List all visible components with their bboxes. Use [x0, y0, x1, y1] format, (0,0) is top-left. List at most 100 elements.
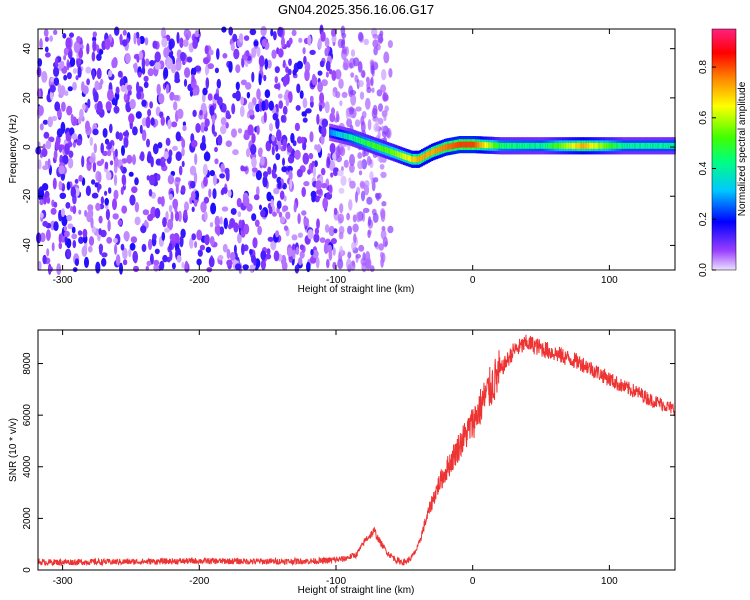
spectrogram-cell: [38, 190, 45, 202]
spectrogram-cell: [41, 71, 48, 83]
spectrogram-cell: [169, 250, 173, 261]
spectrogram-cell: [214, 215, 220, 227]
spectrogram-cell: [249, 28, 257, 36]
spectrogram-cell: [241, 243, 245, 256]
ridge-cell: [645, 142, 648, 149]
snr-y-ticks: 0 2000 4000 6000 8000: [22, 352, 675, 573]
spectrogram-cell: [216, 78, 221, 89]
ridge-cell: [529, 142, 532, 149]
spectrogram-cell: [120, 165, 124, 172]
spectrogram-cell: [154, 51, 161, 63]
y-tick-label: 2000: [22, 507, 33, 530]
spectrogram-cell: [90, 217, 94, 229]
spectrogram-cell: [43, 28, 49, 37]
spectrogram-cell: [370, 76, 374, 87]
spectrogram-cell: [313, 233, 320, 243]
spectrogram-cell: [51, 115, 58, 122]
spectrogram-cell: [360, 182, 366, 190]
spectrogram-cell: [250, 144, 257, 155]
spectrogram-cell: [231, 128, 237, 138]
spectrogram-cell: [315, 180, 322, 191]
spectrogram-cell: [77, 230, 83, 236]
spectrogram-y-label: Frequency (Hz): [8, 115, 19, 184]
spectrogram-cell: [61, 208, 65, 218]
spectrogram-cell: [58, 180, 63, 191]
spectrogram-cell: [312, 166, 317, 178]
spectrogram-cell: [100, 142, 104, 154]
spectrogram-cell: [168, 242, 173, 251]
spectrogram-cell: [220, 125, 227, 135]
spectrogram-cell: [207, 93, 213, 101]
spectrogram-cell: [310, 249, 314, 256]
spectrogram-cell: [267, 236, 274, 242]
spectrogram-cell: [379, 30, 384, 37]
spectrogram-cell: [331, 70, 337, 81]
spectrogram-cell: [209, 236, 215, 246]
spectrogram-cell: [251, 133, 256, 144]
spectrogram-cell: [54, 101, 61, 112]
spectrogram-cell: [167, 119, 172, 130]
ridge-cell: [583, 142, 586, 149]
spectrogram-cell: [321, 125, 327, 138]
spectrogram-cell: [132, 154, 136, 166]
spectrogram-cell: [353, 233, 357, 244]
spectrogram-cell: [348, 62, 353, 69]
spectrogram-cell: [233, 222, 239, 233]
spectrogram-cell: [96, 67, 102, 80]
ridge-cell: [378, 144, 381, 151]
spectrogram-cell: [146, 175, 150, 181]
spectrogram-cell: [199, 244, 205, 251]
spectrogram-cell: [61, 214, 68, 227]
spectrogram-cell: [82, 85, 89, 95]
spectrogram-cell: [299, 244, 304, 251]
spectrogram-cell: [274, 83, 281, 90]
spectrogram-cell: [316, 144, 322, 153]
spectrogram-cell: [233, 48, 240, 60]
spectrogram-cell: [176, 255, 182, 263]
ridge-cell: [652, 142, 655, 149]
spectrogram-cell: [109, 160, 114, 166]
ridge-cell: [624, 142, 627, 149]
spectrogram-cell: [53, 66, 60, 78]
ridge-cell: [530, 142, 534, 149]
spectrogram-cell: [228, 61, 233, 73]
spectrogram-cell: [86, 78, 90, 86]
ridge-cell: [480, 142, 483, 148]
ridge-cell: [355, 136, 358, 143]
spectrogram-cell: [277, 180, 282, 189]
ridge-cell: [517, 142, 520, 149]
ridge-cell: [478, 141, 481, 148]
ridge-cell: [585, 142, 588, 149]
spectrogram-cell: [332, 261, 337, 270]
spectrogram-cell: [53, 29, 58, 35]
x-tick-label: -200: [189, 576, 209, 587]
spectrogram-cell: [277, 26, 283, 37]
spectrogram-cell: [321, 79, 328, 87]
spectrogram-cell: [208, 188, 212, 198]
spectrogram-cell: [277, 48, 284, 58]
spectrogram-cell: [88, 245, 93, 253]
spectrogram-cell: [48, 136, 55, 143]
spectrogram-cell: [167, 174, 175, 185]
spectrogram-cell: [204, 125, 208, 132]
ridge-cell: [521, 142, 524, 149]
ridge-cell: [599, 142, 602, 149]
ridge-cell: [425, 152, 429, 158]
spectrogram-cell: [281, 36, 285, 48]
spectrogram-cell: [216, 48, 220, 60]
spectrogram-cell: [85, 185, 91, 197]
spectrogram-cell: [296, 60, 303, 70]
spectrogram-cell: [319, 104, 323, 112]
spectrogram-cell: [352, 223, 359, 233]
spectrogram-cell: [165, 84, 170, 94]
spectrogram-cell: [367, 229, 371, 239]
spectrogram-cell: [107, 89, 114, 101]
spectrogram-cell: [44, 36, 49, 42]
ridge-cell: [460, 141, 463, 148]
spectrogram-cell: [113, 174, 118, 186]
spectrogram-cell: [283, 225, 289, 231]
spectrogram-cell: [78, 174, 83, 182]
spectrogram-cell: [94, 80, 100, 91]
ridge-cell: [550, 142, 553, 149]
ridge-cell: [552, 142, 555, 149]
